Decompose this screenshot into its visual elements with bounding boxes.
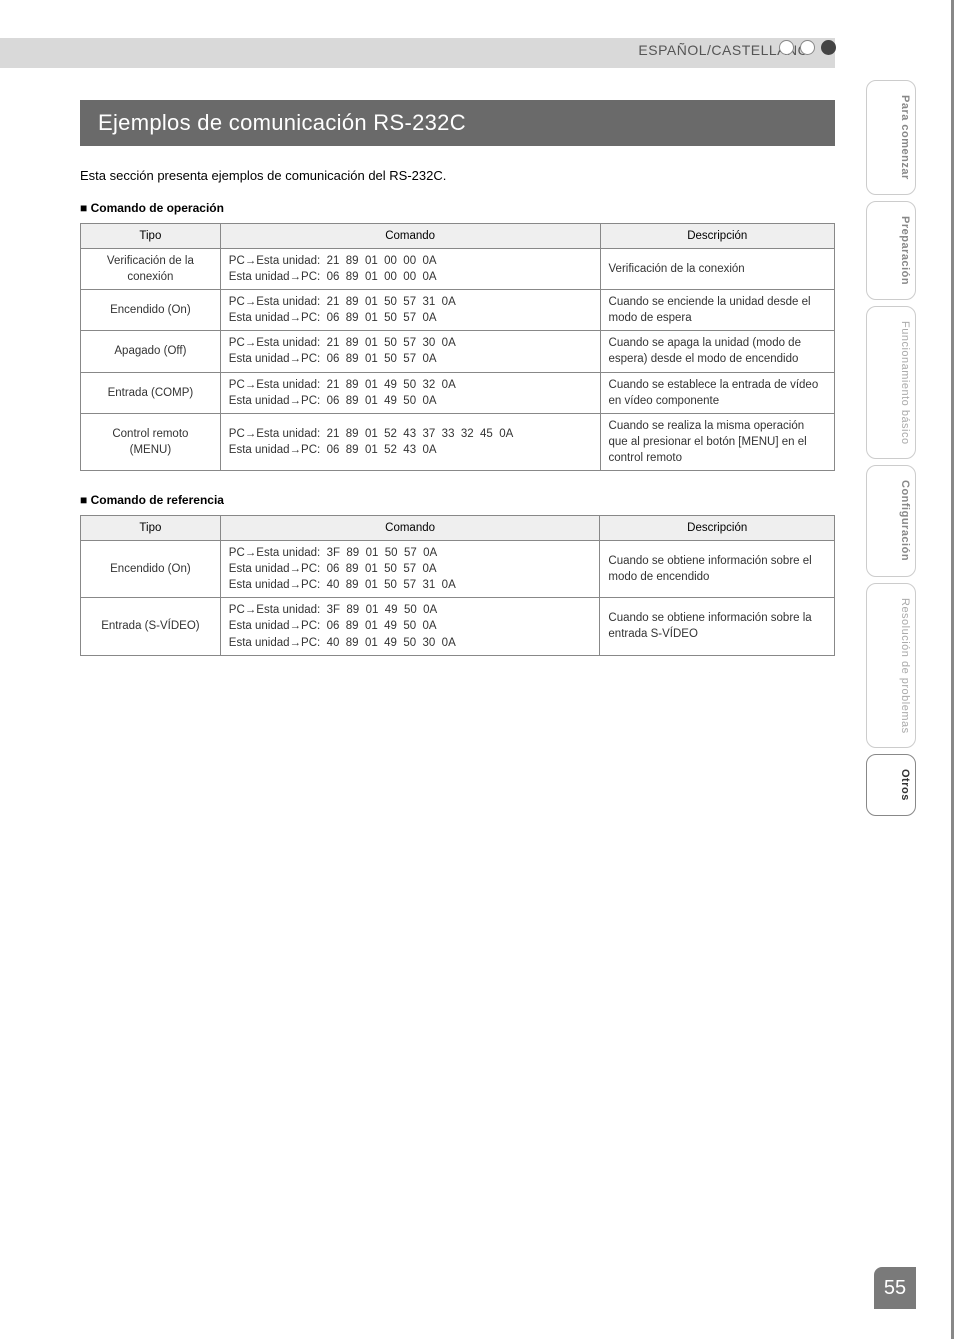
cell-type: Encendido (On) (81, 290, 221, 331)
col-comando: Comando (220, 224, 600, 249)
cell-description: Verificación de la conexión (600, 249, 834, 290)
side-tab[interactable]: Configuración (866, 465, 916, 576)
cell-command: PC→Esta unidad: 21 89 01 00 00 0A Esta u… (220, 249, 600, 290)
intro-text: Esta sección presenta ejemplos de comuni… (80, 168, 835, 183)
side-tab[interactable]: Para comenzar (866, 80, 916, 195)
subheading-operation: Comando de operación (80, 201, 835, 215)
side-navigation-tabs: Para comenzar Preparación Funcionamiento b… (866, 80, 916, 816)
dot-3-active (821, 40, 836, 55)
col-comando: Comando (220, 516, 600, 541)
operation-commands-table: Tipo Comando Descripción Verificación de… (80, 223, 835, 471)
cell-type: Encendido (On) (81, 541, 221, 598)
table-row: Verificación de la conexiónPC→Esta unida… (81, 249, 835, 290)
cell-description: Cuando se realiza la misma operación que… (600, 413, 834, 470)
page-number: 55 (874, 1267, 916, 1309)
col-tipo: Tipo (81, 516, 221, 541)
subheading-reference: Comando de referencia (80, 493, 835, 507)
side-tab[interactable]: Funcionamiento básico (866, 306, 916, 460)
cell-command: PC→Esta unidad: 21 89 01 50 57 30 0A Est… (220, 331, 600, 372)
cell-description: Cuando se establece la entrada de vídeo … (600, 372, 834, 413)
side-tab[interactable]: Otros (866, 754, 916, 816)
cell-description: Cuando se apaga la unidad (modo de esper… (600, 331, 834, 372)
col-descripcion: Descripción (600, 224, 834, 249)
cell-description: Cuando se obtiene información sobre el m… (600, 541, 835, 598)
table-row: Control remoto (MENU)PC→Esta unidad: 21 … (81, 413, 835, 470)
cell-command: PC→Esta unidad: 21 89 01 52 43 37 33 32 … (220, 413, 600, 470)
cell-type: Apagado (Off) (81, 331, 221, 372)
cell-type: Entrada (COMP) (81, 372, 221, 413)
table-row: Encendido (On)PC→Esta unidad: 21 89 01 5… (81, 290, 835, 331)
col-tipo: Tipo (81, 224, 221, 249)
page-indicator-dots (779, 40, 836, 55)
cell-description: Cuando se enciende la unidad desde el mo… (600, 290, 834, 331)
table-row: Apagado (Off)PC→Esta unidad: 21 89 01 50… (81, 331, 835, 372)
cell-command: PC→Esta unidad: 21 89 01 49 50 32 0A Est… (220, 372, 600, 413)
cell-command: PC→Esta unidad: 3F 89 01 49 50 0A Esta u… (220, 598, 600, 655)
cell-type: Verificación de la conexión (81, 249, 221, 290)
col-descripcion: Descripción (600, 516, 835, 541)
cell-command: PC→Esta unidad: 21 89 01 50 57 31 0A Est… (220, 290, 600, 331)
table-row: Entrada (COMP)PC→Esta unidad: 21 89 01 4… (81, 372, 835, 413)
cell-type: Control remoto (MENU) (81, 413, 221, 470)
reference-commands-table: Tipo Comando Descripción Encendido (On)P… (80, 515, 835, 656)
section-title: Ejemplos de comunicación RS-232C (80, 100, 835, 146)
cell-type: Entrada (S-VÍDEO) (81, 598, 221, 655)
side-tab[interactable]: Resolución de problemas (866, 583, 916, 749)
side-tab[interactable]: Preparación (866, 201, 916, 300)
table-row: Encendido (On)PC→Esta unidad: 3F 89 01 5… (81, 541, 835, 598)
table-row: Entrada (S-VÍDEO)PC→Esta unidad: 3F 89 0… (81, 598, 835, 655)
dot-2 (800, 40, 815, 55)
dot-1 (779, 40, 794, 55)
cell-description: Cuando se obtiene información sobre la e… (600, 598, 835, 655)
cell-command: PC→Esta unidad: 3F 89 01 50 57 0A Esta u… (220, 541, 600, 598)
main-content: Ejemplos de comunicación RS-232C Esta se… (80, 100, 835, 678)
